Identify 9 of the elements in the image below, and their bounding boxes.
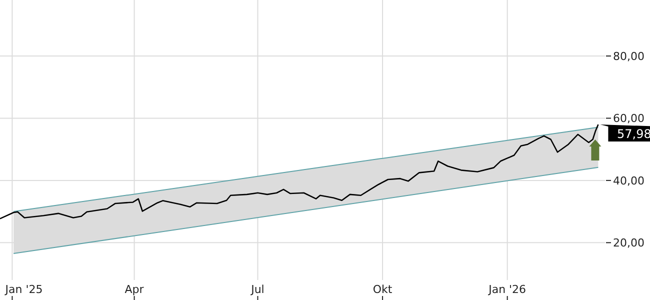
y-tick-label: 40,00 bbox=[613, 174, 644, 188]
x-tick-label: Jan '26 bbox=[488, 283, 526, 296]
x-tick-label: Jan '25 bbox=[4, 283, 43, 296]
y-tick-label: 60,00 bbox=[613, 112, 644, 126]
x-tick-label: Jul bbox=[250, 283, 264, 296]
x-tick-label: Apr bbox=[124, 283, 144, 296]
y-tick-label: 20,00 bbox=[613, 236, 644, 250]
y-tick-label: 80,00 bbox=[613, 50, 644, 63]
x-tick-label: Okt bbox=[372, 283, 393, 296]
